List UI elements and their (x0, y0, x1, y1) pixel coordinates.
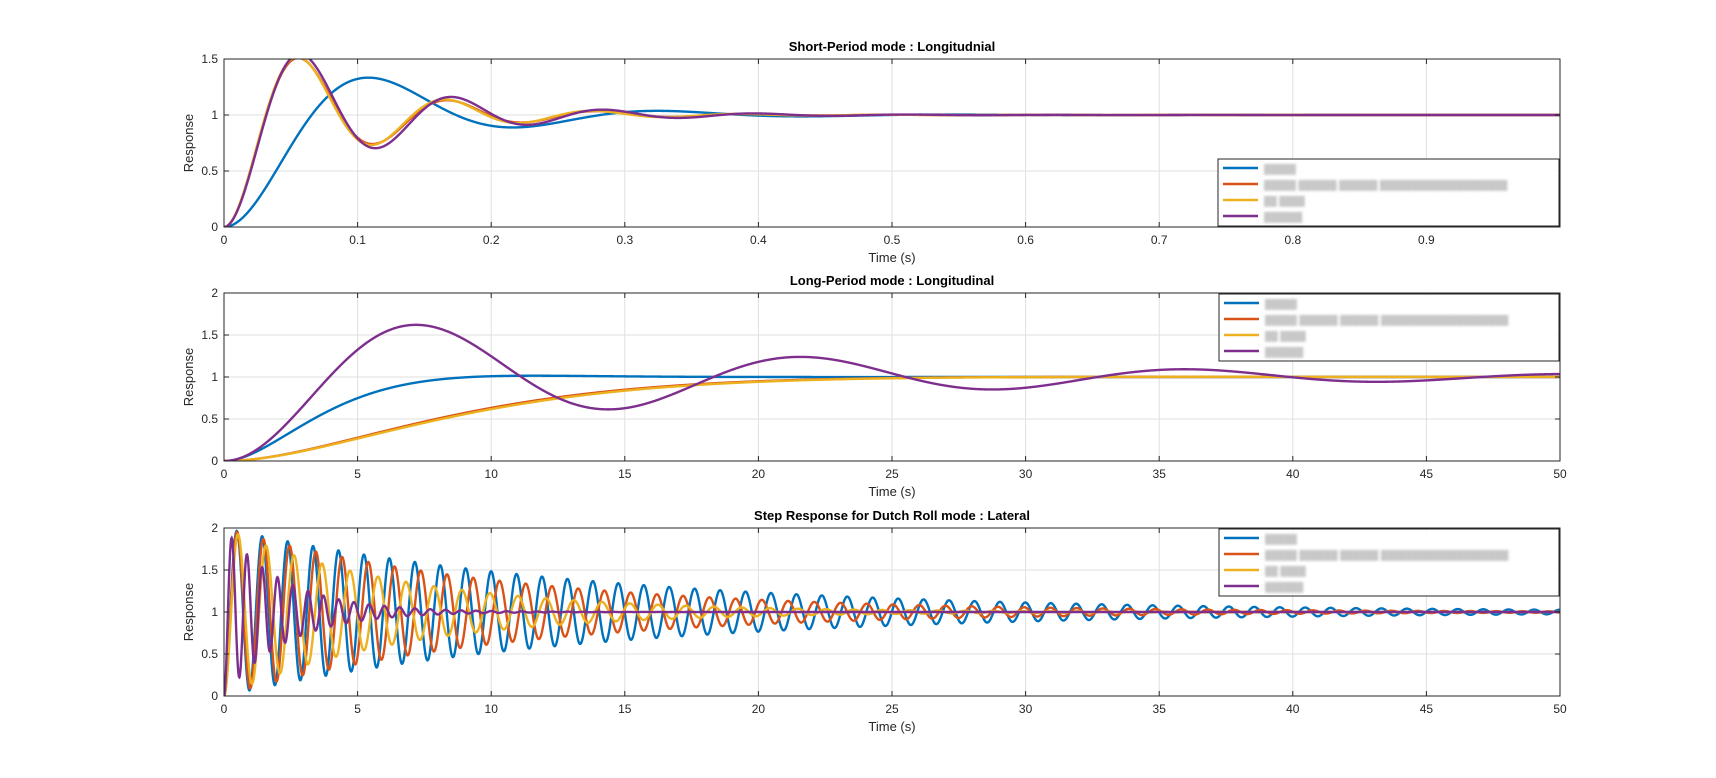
series-line-4 (224, 323, 1560, 461)
subplot-3-legend[interactable]: █████ █████ ██████ ██████ ███████████████… (1218, 528, 1560, 597)
subplot-3-xticks: 0 5 10 15 20 25 30 35 40 45 50 (221, 528, 1567, 716)
x-tick-label: 10 (485, 467, 499, 481)
x-tick-label: 0 (221, 702, 228, 716)
x-tick-label: 0.9 (1418, 233, 1435, 247)
legend-label-3: ██ ████ (1265, 330, 1306, 342)
series-line-2 (224, 530, 1560, 696)
legend-label-2: █████ ██████ ██████ ████████████████████ (1264, 179, 1508, 191)
y-tick-label: 0.5 (201, 412, 218, 426)
legend-label-1: █████ (1265, 298, 1298, 310)
y-tick-label: 1 (211, 605, 218, 619)
x-tick-label: 5 (354, 702, 361, 716)
subplot-2-xticks: 0 5 10 15 20 25 30 35 40 45 50 (221, 293, 1567, 481)
y-tick-label: 1.5 (201, 563, 218, 577)
subplot-1-title: Short-Period mode : Longitudnial (789, 39, 996, 54)
x-tick-label: 0.4 (750, 233, 767, 247)
legend-box (1218, 528, 1560, 597)
x-tick-label: 0.3 (616, 233, 633, 247)
x-tick-label: 30 (1019, 702, 1033, 716)
subplot-2-xlabel: Time (s) (868, 484, 915, 499)
x-tick-label: 0.1 (349, 233, 366, 247)
x-tick-label: 45 (1420, 702, 1434, 716)
x-tick-label: 0.5 (884, 233, 901, 247)
series-line-4 (224, 535, 1560, 696)
x-tick-label: 25 (885, 467, 899, 481)
x-tick-label: 25 (885, 702, 899, 716)
x-tick-label: 40 (1286, 467, 1300, 481)
legend-label-3: ██ ████ (1264, 195, 1305, 207)
x-tick-label: 40 (1286, 702, 1300, 716)
x-tick-label: 20 (752, 467, 766, 481)
x-tick-label: 15 (618, 702, 632, 716)
y-tick-label: 1 (211, 108, 218, 122)
x-tick-label: 35 (1153, 702, 1167, 716)
series-line-3 (224, 375, 1560, 461)
subplot-long-period: Long-Period mode : Longitudinal 0 5 10 15 20… (181, 273, 1567, 499)
subplot-2-title: Long-Period mode : Longitudinal (790, 273, 994, 288)
x-tick-label: 0.2 (483, 233, 500, 247)
y-tick-label: 0 (211, 689, 218, 703)
x-tick-label: 0.8 (1284, 233, 1301, 247)
x-tick-label: 10 (485, 702, 499, 716)
y-tick-label: 0.5 (201, 647, 218, 661)
subplot-1-legend[interactable]: █████ █████ ██████ ██████ ███████████████… (1217, 158, 1560, 227)
x-tick-label: 50 (1553, 467, 1567, 481)
legend-label-3: ██ ████ (1265, 565, 1306, 577)
subplot-3-lines (224, 529, 1560, 696)
x-tick-label: 45 (1420, 467, 1434, 481)
legend-box (1218, 293, 1560, 362)
x-tick-label: 20 (752, 702, 766, 716)
subplot-3-xlabel: Time (s) (868, 719, 915, 734)
subplot-dutch-roll: Step Response for Dutch Roll mode : Late… (181, 508, 1567, 734)
legend-label-1: █████ (1265, 533, 1298, 545)
y-tick-label: 2 (211, 521, 218, 535)
subplot-3-yticks: 0 0.5 1 1.5 2 (201, 521, 1560, 703)
x-tick-label: 0 (221, 467, 228, 481)
subplot-1-yticks: 0 0.5 1 1.5 (201, 52, 1560, 234)
subplot-3-ylabel: Response (181, 583, 196, 642)
x-tick-label: 0.7 (1151, 233, 1168, 247)
subplot-short-period: Short-Period mode : Longitudnial 0 0.1 0.2… (181, 39, 1561, 265)
subplot-1-lines (224, 59, 1560, 227)
legend-label-4: ██████ (1265, 581, 1304, 593)
subplot-2-legend[interactable]: █████ █████ ██████ ██████ ███████████████… (1218, 293, 1560, 362)
x-tick-label: 15 (618, 467, 632, 481)
y-tick-label: 0 (211, 454, 218, 468)
legend-label-4: ██████ (1265, 346, 1304, 358)
x-tick-label: 0 (221, 233, 228, 247)
y-tick-label: 1.5 (201, 52, 218, 66)
subplot-1-xticks: 0 0.1 0.2 0.3 0.4 0.5 0.6 0.7 0.8 0.9 (221, 59, 1435, 247)
legend-box (1217, 158, 1560, 227)
legend-label-4: ██████ (1264, 211, 1303, 223)
subplot-2-ylabel: Response (181, 348, 196, 407)
subplot-1-xlabel: Time (s) (868, 250, 915, 265)
subplot-3-title: Step Response for Dutch Roll mode : Late… (754, 508, 1030, 523)
legend-label-1: █████ (1264, 163, 1297, 175)
x-tick-label: 35 (1153, 467, 1167, 481)
legend-label-2: █████ ██████ ██████ ████████████████████ (1265, 549, 1509, 561)
y-tick-label: 1 (211, 370, 218, 384)
y-tick-label: 0 (211, 220, 218, 234)
legend-label-2: █████ ██████ ██████ ████████████████████ (1265, 314, 1509, 326)
x-tick-label: 5 (354, 467, 361, 481)
y-tick-label: 0.5 (201, 164, 218, 178)
y-tick-label: 2 (211, 286, 218, 300)
series-line-4 (224, 59, 1560, 227)
subplot-2-lines (224, 323, 1560, 461)
x-tick-label: 30 (1019, 467, 1033, 481)
x-tick-label: 50 (1553, 702, 1567, 716)
subplot-1-ylabel: Response (181, 114, 196, 173)
x-tick-label: 0.6 (1017, 233, 1034, 247)
y-tick-label: 1.5 (201, 328, 218, 342)
